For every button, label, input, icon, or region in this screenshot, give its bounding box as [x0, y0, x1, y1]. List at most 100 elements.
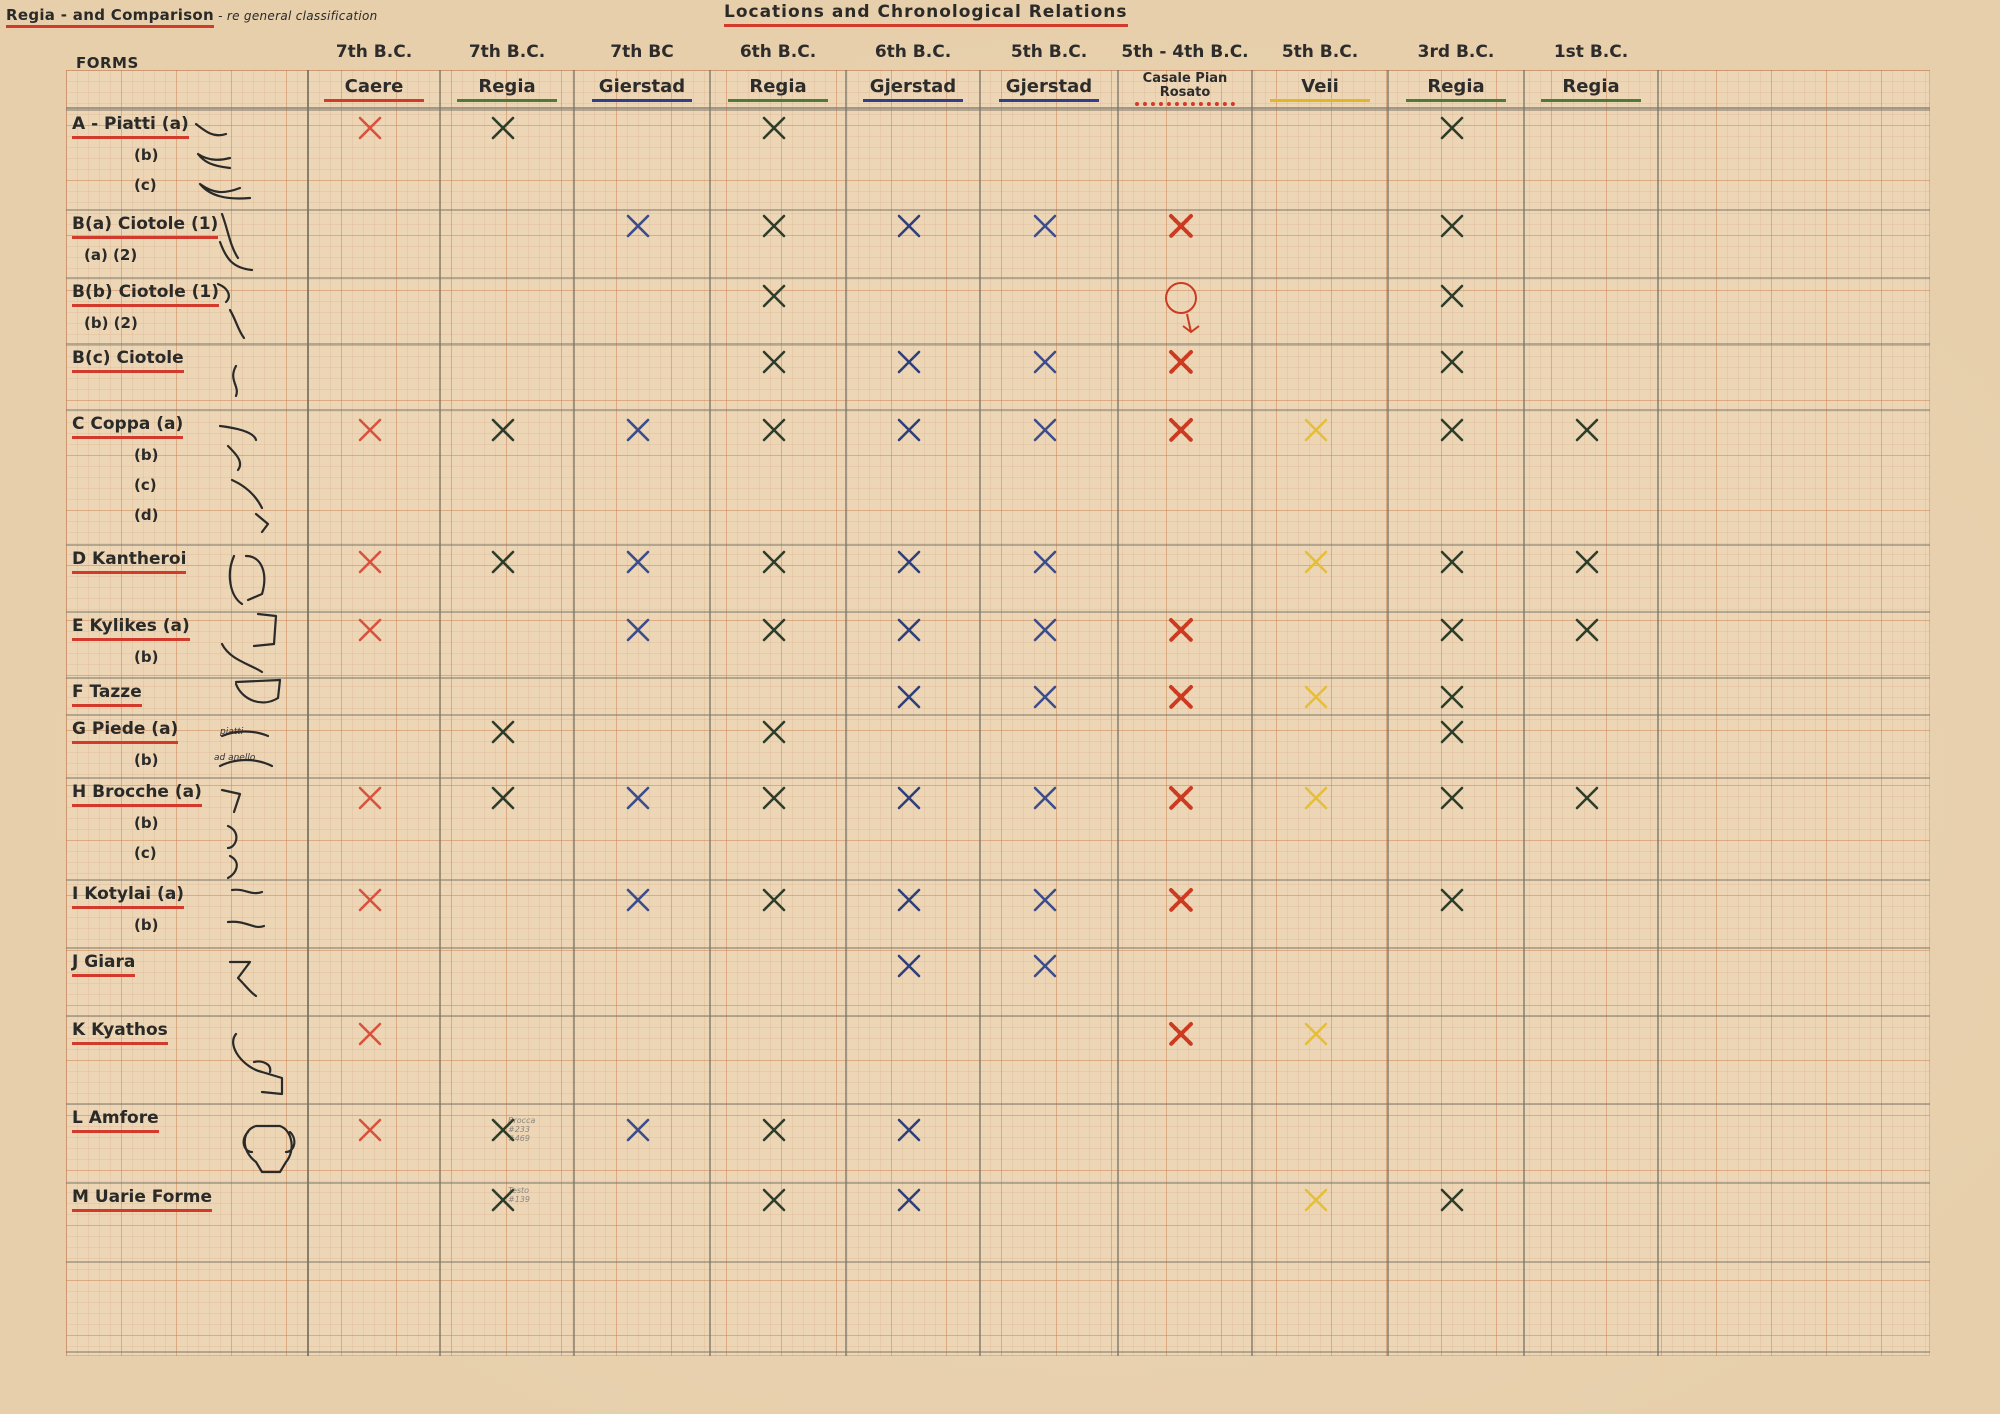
- column-location: Regia: [1541, 76, 1641, 102]
- row-sub-label: (d): [134, 506, 159, 524]
- presence-mark: [491, 1118, 515, 1142]
- chart-title: Locations and Chronological Relations: [724, 2, 1128, 27]
- row-sub-label: (b): [134, 446, 159, 464]
- row-label: K Kyathos: [72, 1020, 168, 1045]
- column-period: 6th B.C.: [739, 42, 817, 62]
- row-label: I Kotylai (a): [72, 884, 185, 909]
- presence-mark: [626, 418, 650, 442]
- column-location: Casale Pian Rosato: [1135, 72, 1235, 106]
- column-period: 5th B.C.: [1010, 42, 1088, 62]
- presence-mark: [491, 116, 515, 140]
- presence-mark: [491, 720, 515, 744]
- column-period: 7th BC: [610, 42, 674, 62]
- presence-mark: [626, 888, 650, 912]
- row-sub-label: (b): [134, 648, 159, 666]
- presence-mark: [358, 786, 382, 810]
- presence-mark: [1440, 284, 1464, 308]
- presence-mark: [1169, 1022, 1193, 1046]
- column-period: 3rd B.C.: [1417, 42, 1495, 62]
- column-period: 5th - 4th B.C.: [1121, 42, 1249, 62]
- presence-mark: [762, 550, 786, 574]
- row-sub-label: (a) (2): [84, 246, 138, 264]
- sheet-title-sub: - re general classification: [214, 9, 378, 23]
- row-label: H Brocche (a): [72, 782, 202, 807]
- piatto-profile-c: [198, 182, 252, 200]
- presence-mark: [358, 1118, 382, 1142]
- column-period: 5th B.C.: [1281, 42, 1359, 62]
- amphora-profile: [242, 1124, 296, 1174]
- presence-mark: [1304, 685, 1328, 709]
- coppa-profiles: [218, 424, 270, 534]
- column-period: 7th B.C.: [468, 42, 546, 62]
- row-sub-label: (b): [134, 916, 159, 934]
- presence-mark: [1033, 418, 1057, 442]
- presence-mark: [762, 618, 786, 642]
- column-location: Regia: [457, 76, 557, 102]
- presence-mark: [1440, 720, 1464, 744]
- presence-mark: [1575, 550, 1599, 574]
- presence-mark: [897, 786, 921, 810]
- presence-mark: [1169, 214, 1193, 238]
- row-label: M Uarie Forme: [72, 1187, 213, 1212]
- presence-mark: [897, 954, 921, 978]
- piatto-profile-b: [196, 152, 232, 170]
- presence-mark: [1440, 418, 1464, 442]
- presence-mark: [626, 214, 650, 238]
- column-location: Regia: [728, 76, 828, 102]
- presence-mark: [1033, 350, 1057, 374]
- row-sub-label: (b): [134, 814, 159, 832]
- kyathos-profile: [232, 1032, 284, 1096]
- presence-mark: [491, 418, 515, 442]
- presence-mark: [1169, 786, 1193, 810]
- kantharos-profile: [228, 554, 266, 606]
- presence-mark: [762, 214, 786, 238]
- presence-mark: [1304, 550, 1328, 574]
- presence-mark: [1304, 786, 1328, 810]
- presence-mark: [897, 418, 921, 442]
- ciotola-profile-1: [220, 212, 240, 260]
- sheet-title-main: Regia - and Comparison: [6, 6, 215, 28]
- presence-mark: [897, 350, 921, 374]
- presence-mark: [1440, 1188, 1464, 1212]
- presence-mark: [1304, 1022, 1328, 1046]
- presence-mark: [491, 1188, 515, 1212]
- column-location: Gjerstad: [863, 76, 963, 102]
- presence-mark: [1033, 786, 1057, 810]
- presence-mark: [1304, 418, 1328, 442]
- presence-mark: [762, 116, 786, 140]
- row-label: B(c) Ciotole: [72, 348, 184, 373]
- kotyle-profile: [226, 888, 266, 928]
- presence-mark: [358, 888, 382, 912]
- presence-mark: [491, 550, 515, 574]
- presence-mark: [1440, 786, 1464, 810]
- presence-mark: [762, 284, 786, 308]
- column-location: Gjerstad: [999, 76, 1099, 102]
- presence-mark: [1033, 888, 1057, 912]
- presence-mark: [762, 350, 786, 374]
- giara-profile: [228, 960, 258, 998]
- presence-mark: [762, 418, 786, 442]
- column-period: 1st B.C.: [1553, 42, 1629, 62]
- presence-mark: [897, 214, 921, 238]
- presence-mark: [1033, 685, 1057, 709]
- row-label: E Kylikes (a): [72, 616, 190, 641]
- row-label: D Kantheroi: [72, 549, 187, 574]
- brocca-profile: [220, 788, 242, 880]
- column-location: Veii: [1270, 76, 1370, 102]
- presence-mark: [491, 786, 515, 810]
- row-sub-label: (b): [134, 751, 159, 769]
- presence-mark: [762, 720, 786, 744]
- column-location: Regia: [1406, 76, 1506, 102]
- ciotola-b-profile: [216, 282, 246, 340]
- presence-mark: [1169, 888, 1193, 912]
- presence-mark: [762, 1118, 786, 1142]
- ciotola-profile-2: [218, 240, 254, 272]
- row-label: L Amfore: [72, 1108, 159, 1133]
- row-label: G Piede (a): [72, 719, 179, 744]
- piede-b-note: ad anello: [214, 753, 256, 763]
- presence-mark: [626, 618, 650, 642]
- row-label: C Coppa (a): [72, 414, 184, 439]
- presence-mark: [1033, 550, 1057, 574]
